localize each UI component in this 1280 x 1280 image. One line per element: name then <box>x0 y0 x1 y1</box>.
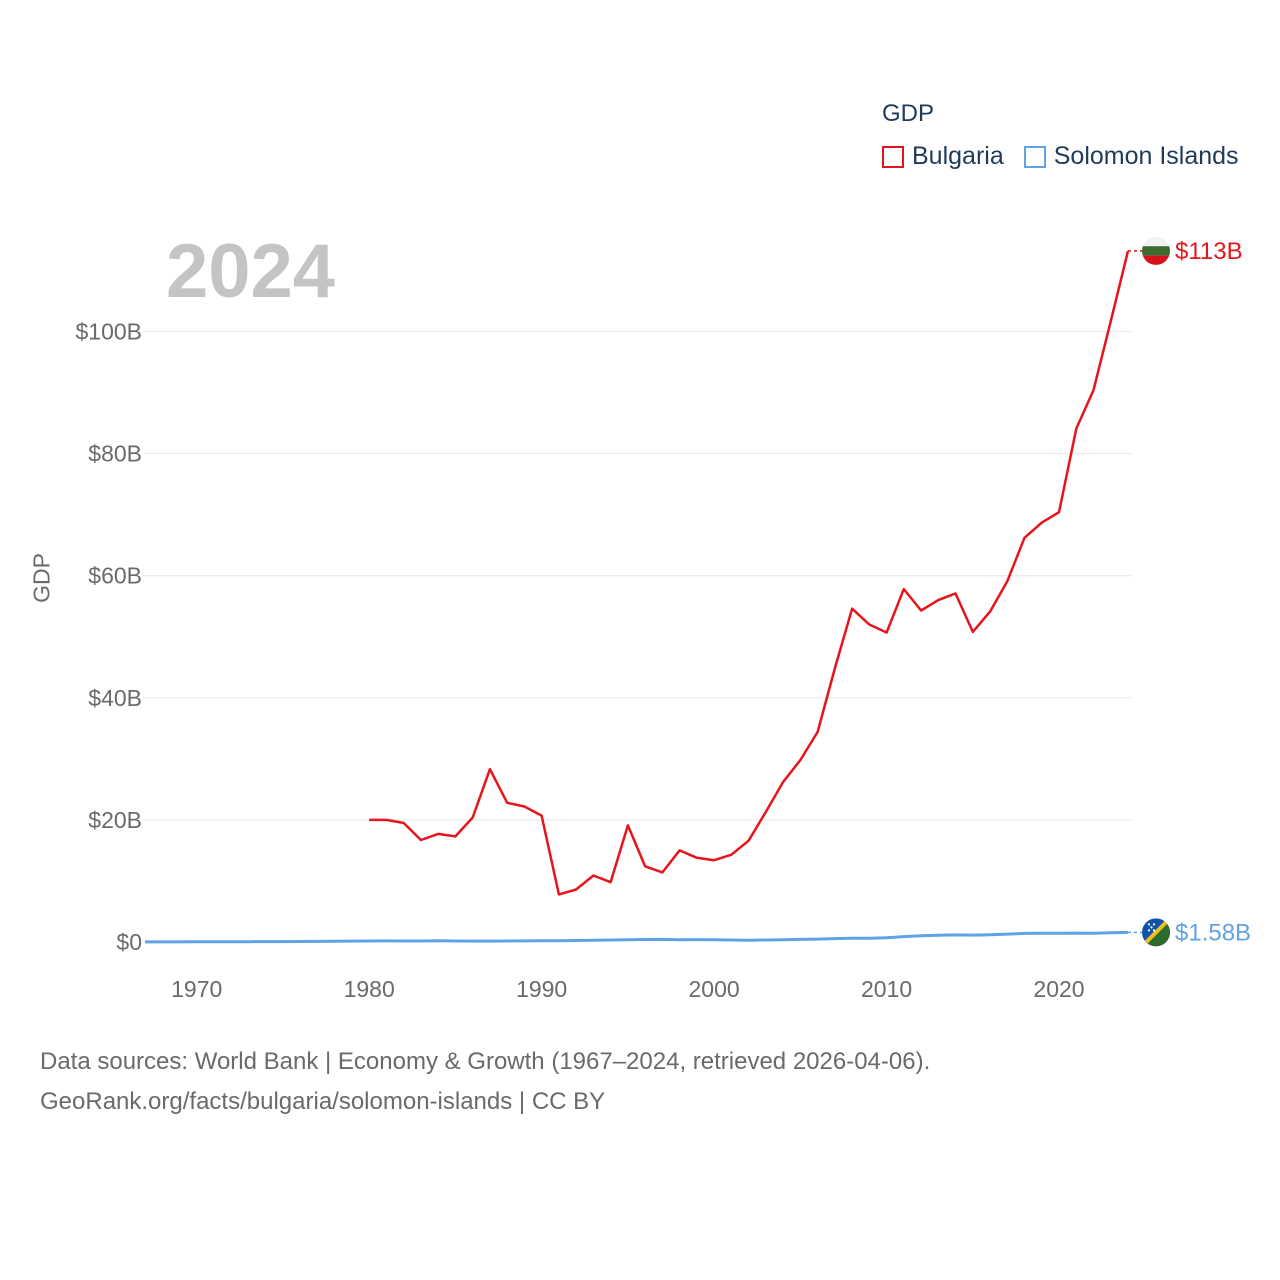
year-label: 2024 <box>166 229 336 314</box>
legend-label-solomon-islands: Solomon Islands <box>1053 142 1239 170</box>
y-axis-ticks: $0 $20B $40B $60B $80B $100B <box>75 319 142 956</box>
y-axis-label: GDP <box>28 553 55 603</box>
y-tick-label: $100B <box>75 319 142 345</box>
legend-title: GDP <box>882 100 935 127</box>
legend-item-solomon-islands[interactable]: Solomon Islands <box>1023 142 1239 171</box>
grid-lines <box>143 331 1131 821</box>
series-line-bulgaria <box>369 250 1130 896</box>
footer-link[interactable]: GeoRank.org/facts/bulgaria/solomon-islan… <box>40 1088 606 1115</box>
end-value-label-solomon-islands: $1.58B <box>1175 919 1251 946</box>
x-tick-label: 2010 <box>861 976 912 1002</box>
y-tick-label: $40B <box>88 685 142 711</box>
x-axis-ticks: 1970 1980 1990 2000 2010 2020 <box>171 976 1084 1002</box>
x-tick-label: 2000 <box>689 976 740 1002</box>
y-tick-label: $0 <box>116 929 142 955</box>
x-tick-label: 2020 <box>1033 976 1084 1002</box>
legend-item-bulgaria[interactable]: Bulgaria <box>882 142 1004 171</box>
end-value-label-bulgaria: $113B <box>1175 238 1243 265</box>
legend-swatch-solomon-islands <box>1023 145 1046 168</box>
y-tick-label: $20B <box>88 807 142 833</box>
y-tick-label: $60B <box>88 563 142 589</box>
x-tick-label: 1970 <box>171 976 222 1002</box>
legend: Bulgaria Solomon Islands <box>882 142 1259 171</box>
end-labels: $113B $1.58B <box>1128 236 1251 947</box>
x-tick-label: 1990 <box>516 976 567 1002</box>
x-tick-label: 1980 <box>344 976 395 1002</box>
legend-swatch-bulgaria <box>882 145 904 168</box>
legend-label-bulgaria: Bulgaria <box>912 142 1004 170</box>
series-layer <box>145 250 1130 944</box>
footer-sources: Data sources: World Bank | Economy & Gro… <box>40 1048 931 1075</box>
bulgaria-flag-icon <box>1142 236 1170 265</box>
solomon-islands-flag-icon <box>1142 918 1170 947</box>
y-tick-label: $80B <box>88 441 142 467</box>
footer: Data sources: World Bank | Economy & Gro… <box>40 1042 930 1122</box>
series-line-solomon-islands <box>145 930 1129 944</box>
